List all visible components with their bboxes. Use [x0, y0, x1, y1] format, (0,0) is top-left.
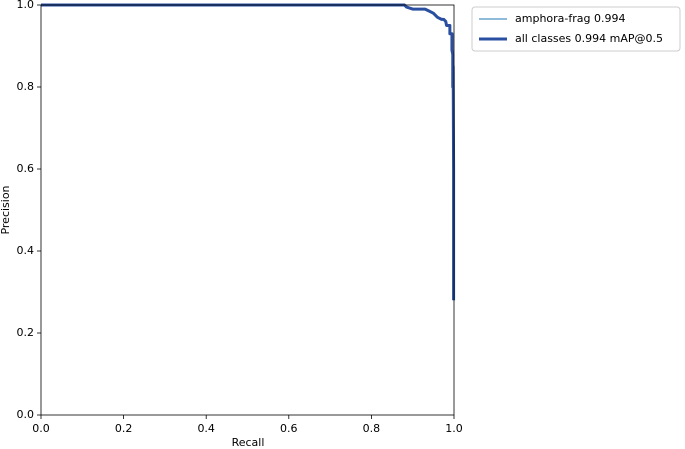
legend-label: all classes 0.994 mAP@0.5 — [515, 32, 663, 45]
y-tick-label: 0.6 — [17, 162, 35, 175]
pr-curve — [41, 3, 456, 301]
y-tick-label: 0.4 — [17, 244, 35, 257]
x-tick-label: 0.8 — [363, 422, 381, 435]
legend-box — [471, 6, 681, 52]
x-tick-label: 1.0 — [445, 422, 463, 435]
y-tick-label: 0.2 — [17, 326, 35, 339]
legend-label: amphora-frag 0.994 — [515, 12, 625, 25]
plot-frame — [40, 4, 455, 416]
y-tick-label: 0.8 — [17, 80, 35, 93]
x-tick-label: 0.6 — [280, 422, 298, 435]
y-tick-label: 1.0 — [17, 0, 35, 11]
x-tick-label: 0.4 — [197, 422, 215, 435]
x-tick-label: 0.2 — [115, 422, 133, 435]
x-axis-label: Recall — [232, 436, 265, 449]
y-axis-label: Precision — [0, 185, 12, 234]
pr-curve — [41, 4, 455, 301]
x-tick-label: 0.0 — [32, 422, 50, 435]
y-tick-label: 0.0 — [17, 408, 35, 421]
